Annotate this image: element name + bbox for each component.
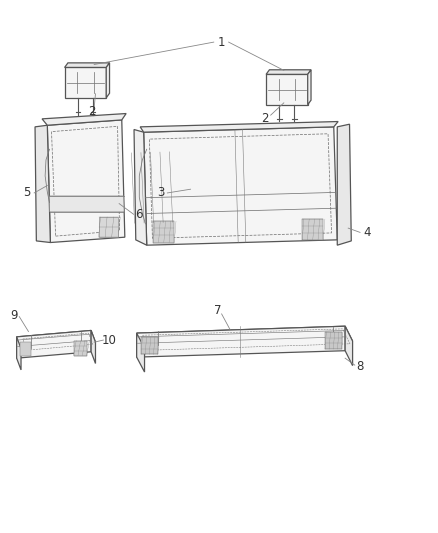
Text: 3: 3 — [157, 187, 164, 199]
Text: 7: 7 — [214, 304, 222, 317]
Polygon shape — [74, 341, 87, 356]
Text: 1: 1 — [217, 36, 225, 49]
Text: 6: 6 — [135, 208, 143, 221]
Polygon shape — [266, 70, 311, 75]
Polygon shape — [337, 124, 351, 245]
Text: 5: 5 — [24, 187, 31, 199]
Polygon shape — [137, 333, 145, 372]
Polygon shape — [140, 122, 338, 132]
Polygon shape — [153, 221, 174, 243]
Polygon shape — [17, 330, 91, 358]
Polygon shape — [325, 332, 342, 349]
Polygon shape — [47, 120, 125, 243]
Text: 10: 10 — [101, 334, 116, 346]
Polygon shape — [106, 63, 110, 98]
Polygon shape — [20, 342, 31, 356]
Polygon shape — [137, 326, 345, 357]
Text: 9: 9 — [10, 309, 18, 322]
Polygon shape — [35, 125, 50, 243]
Polygon shape — [17, 330, 95, 349]
Polygon shape — [141, 337, 158, 354]
Text: 2: 2 — [88, 106, 96, 118]
Polygon shape — [65, 68, 106, 98]
Polygon shape — [345, 326, 353, 366]
Text: 2: 2 — [261, 112, 269, 125]
Polygon shape — [137, 326, 353, 348]
Polygon shape — [17, 337, 21, 370]
Polygon shape — [302, 219, 323, 240]
Polygon shape — [144, 127, 337, 245]
Polygon shape — [49, 196, 124, 212]
Text: 8: 8 — [357, 360, 364, 373]
Polygon shape — [99, 217, 118, 237]
Polygon shape — [266, 75, 307, 104]
Polygon shape — [91, 330, 95, 364]
Text: 4: 4 — [363, 226, 371, 239]
Polygon shape — [42, 114, 126, 125]
Polygon shape — [307, 70, 311, 104]
Polygon shape — [134, 130, 147, 245]
Polygon shape — [65, 63, 110, 68]
